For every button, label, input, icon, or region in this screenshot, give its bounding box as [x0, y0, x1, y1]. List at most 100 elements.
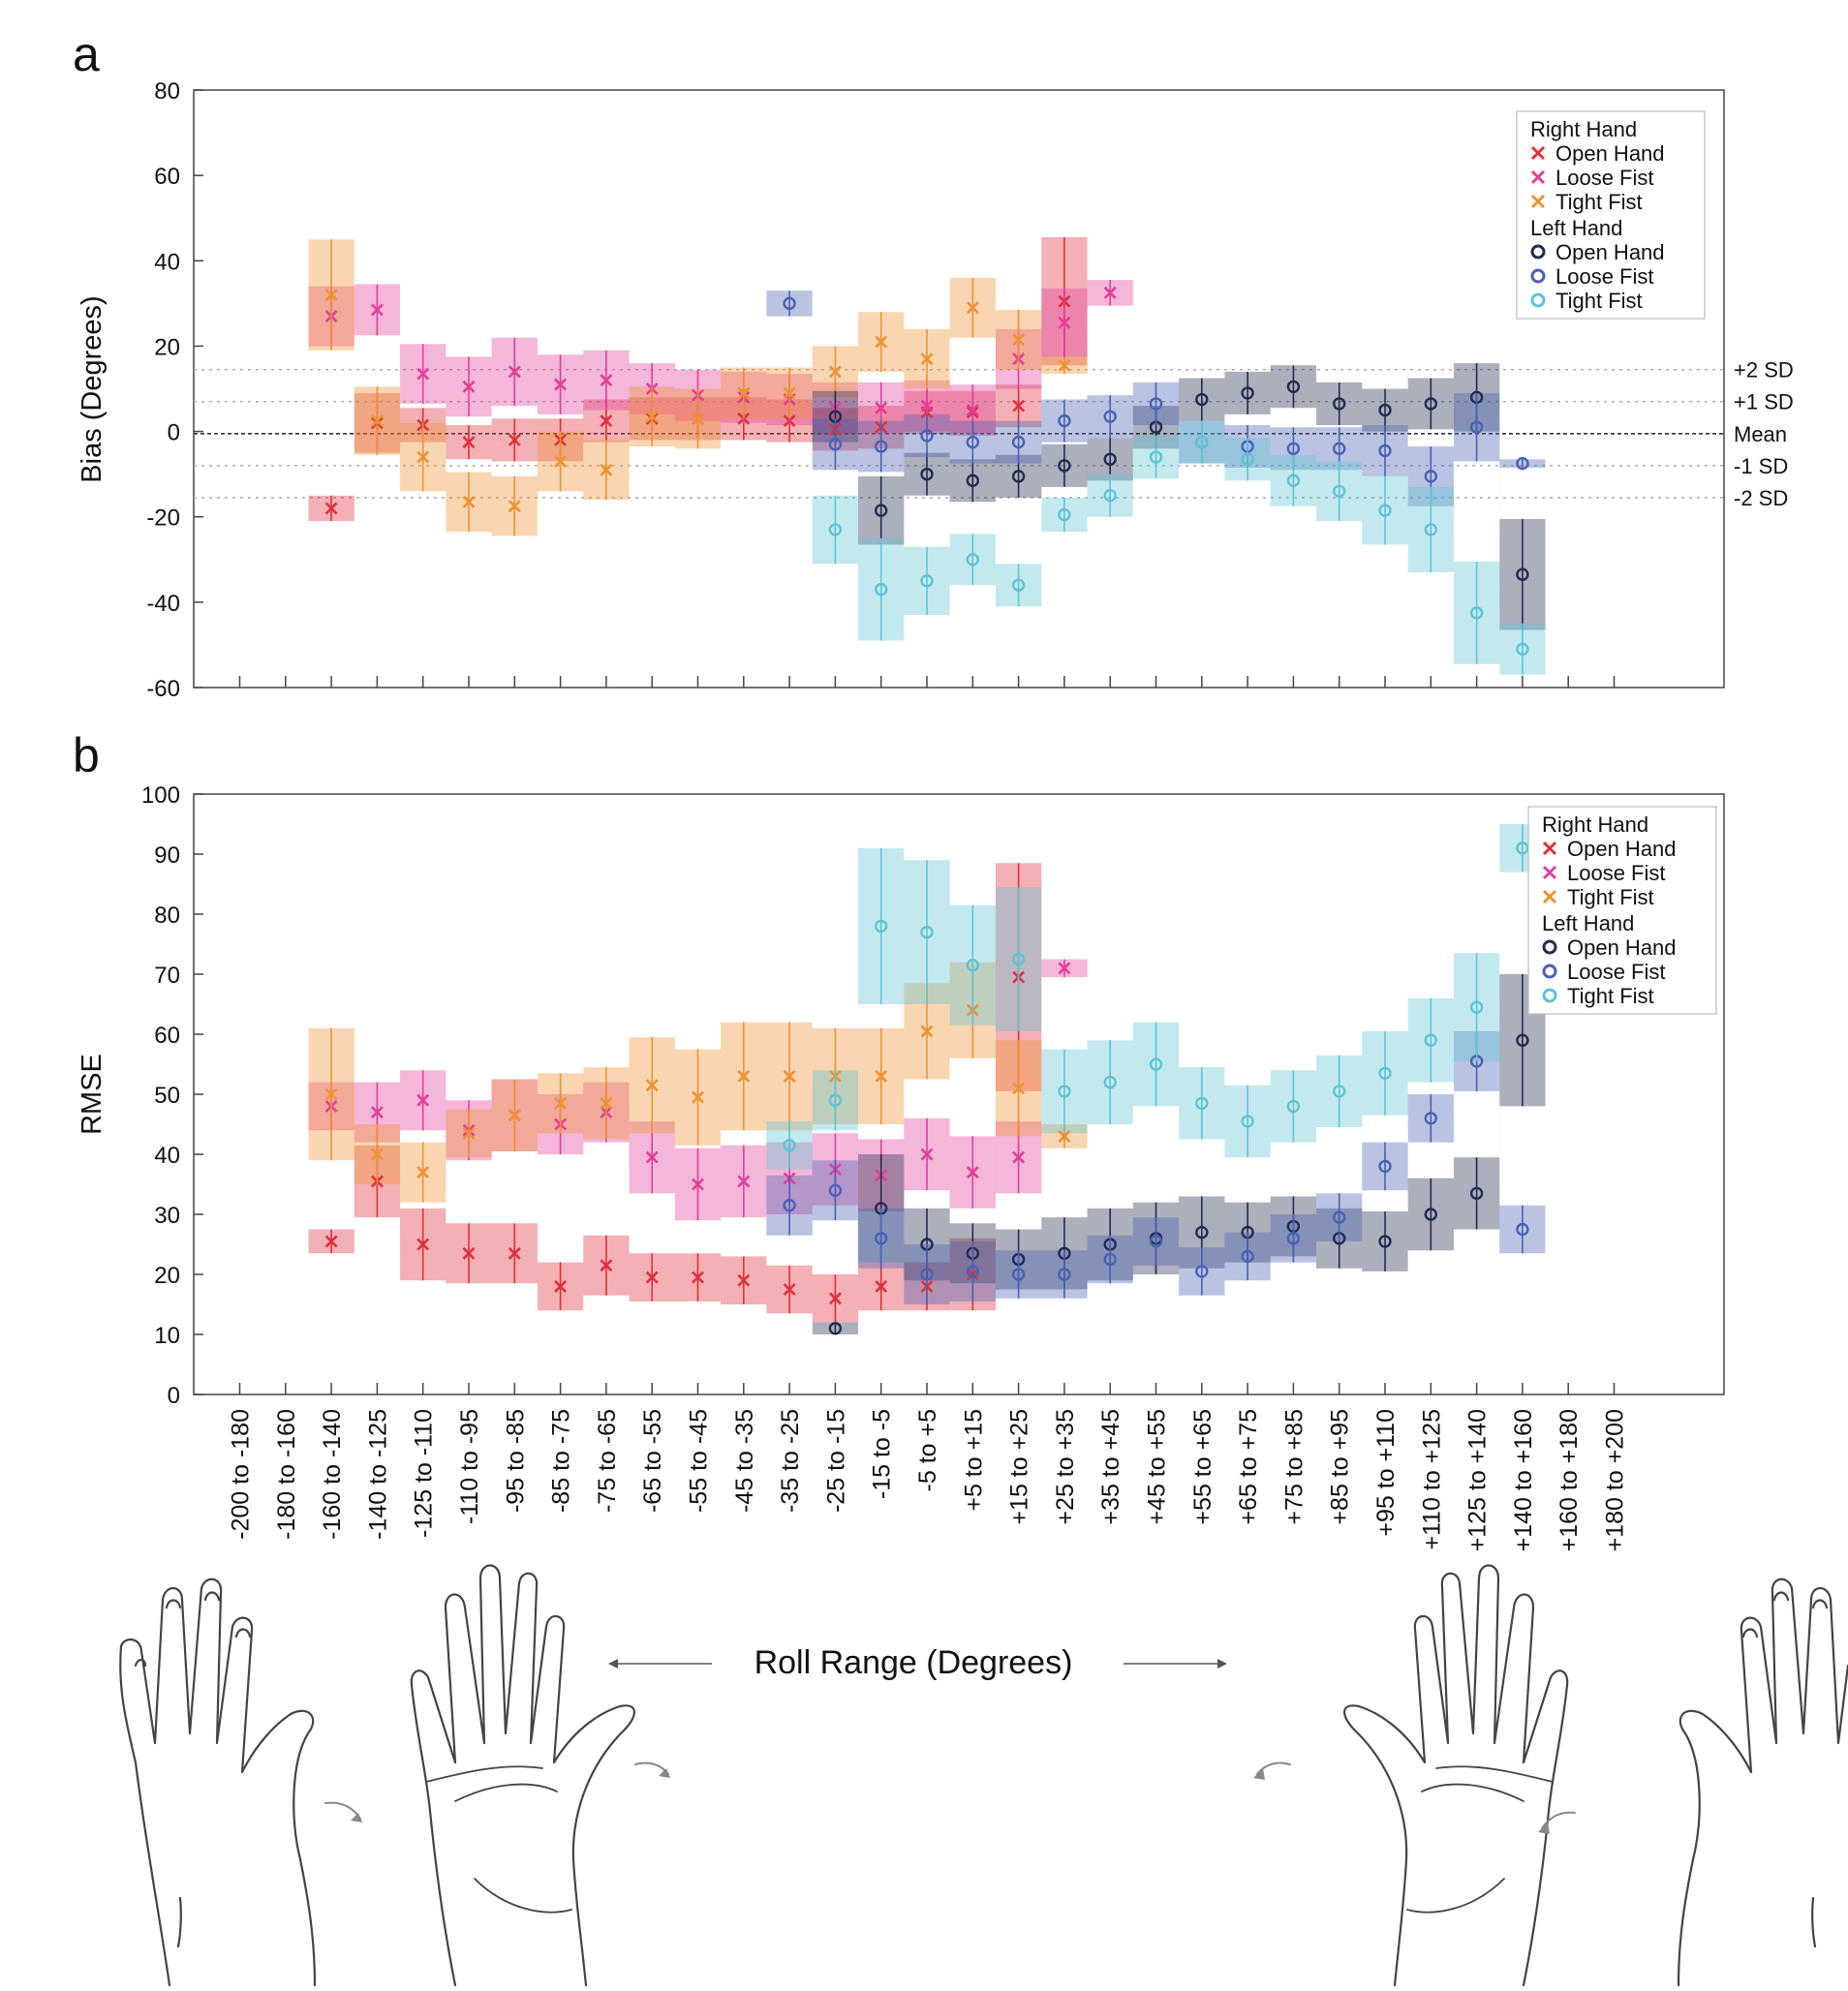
point-left-loose-fist — [920, 1268, 934, 1281]
point-right-tight-fist — [783, 386, 796, 400]
y-tick-label: 10 — [154, 1323, 180, 1349]
point-left-tight-fist — [1332, 484, 1346, 498]
category-label: -180 to -160 — [273, 1409, 300, 1540]
point-left-tight-fist — [1195, 1096, 1209, 1111]
point-right-open-hand — [783, 1283, 796, 1296]
x-axis-label: Roll Range (Degrees) — [755, 1644, 1073, 1681]
category-label: +140 to +160 — [1510, 1409, 1537, 1551]
point-right-open-hand — [508, 433, 521, 446]
point-left-tight-fist — [920, 574, 934, 588]
legend-title-right-hand: Right Hand — [1530, 117, 1637, 141]
point-left-open-hand — [1516, 567, 1529, 581]
point-left-loose-fist — [1378, 1159, 1392, 1174]
point-right-tight-fist — [828, 365, 842, 379]
point-left-loose-fist — [1516, 1222, 1529, 1237]
band-left-open-hand — [812, 974, 1546, 1334]
legend-title-left-hand: Left Hand — [1530, 216, 1622, 240]
point-right-open-hand — [875, 1279, 888, 1293]
right-arrow-head — [1217, 1659, 1227, 1669]
band-right-open-hand — [308, 863, 1042, 1323]
point-right-tight-fist — [692, 412, 704, 425]
point-right-open-hand — [462, 1246, 476, 1260]
legend-marker-right-open-hand — [1542, 841, 1557, 856]
legend-entry-left-open-hand: Open Hand — [1555, 240, 1665, 264]
legend-marker-right-loose-fist — [1530, 169, 1546, 185]
point-left-loose-fist — [828, 438, 843, 451]
point-left-loose-fist — [1424, 470, 1438, 483]
point-right-loose-fist — [645, 1150, 659, 1164]
point-left-tight-fist — [1011, 578, 1026, 592]
point-right-open-hand — [828, 1292, 842, 1305]
legend-entry-left-tight-fist: Tight Fist — [1555, 289, 1643, 313]
legend-box — [1516, 110, 1706, 320]
category-label: -65 to -55 — [639, 1409, 666, 1513]
legend-marker-left-tight-fist — [1542, 988, 1557, 1003]
point-right-tight-fist — [645, 410, 659, 423]
point-right-loose-fist — [508, 365, 521, 379]
bias-plot-frame — [193, 89, 1725, 689]
point-right-tight-fist — [324, 1087, 338, 1101]
point-right-open-hand — [1012, 399, 1026, 413]
point-left-tight-fist — [1241, 452, 1254, 466]
y-tick-label: 80 — [154, 78, 180, 105]
point-left-tight-fist — [828, 523, 843, 536]
point-left-loose-fist — [1058, 414, 1071, 428]
category-label: -35 to -25 — [777, 1409, 804, 1513]
band-right-open-hand — [308, 237, 1088, 522]
legend-entry-left-open-hand: Open Hand — [1567, 935, 1677, 960]
category-label: +25 to +35 — [1052, 1409, 1079, 1525]
point-right-open-hand — [600, 1259, 613, 1272]
y-tick-label: -60 — [146, 676, 180, 702]
category-label: -15 to -5 — [869, 1409, 896, 1499]
category-label: +15 to +25 — [1006, 1409, 1033, 1525]
legend-entry-left-loose-fist: Loose Fist — [1555, 264, 1654, 289]
point-left-open-hand — [1011, 470, 1026, 483]
point-right-tight-fist — [600, 1096, 613, 1110]
point-left-open-hand — [1058, 459, 1071, 473]
y-tick-label: -40 — [146, 591, 180, 617]
point-left-open-hand — [1378, 403, 1392, 417]
band-left-loose-fist — [766, 1030, 1546, 1304]
point-left-open-hand — [920, 467, 934, 481]
category-label: +65 to +75 — [1235, 1409, 1262, 1525]
legend-entry-right-tight-fist: Tight Fist — [1567, 885, 1654, 909]
point-left-open-hand — [1424, 1208, 1438, 1221]
point-left-loose-fist — [966, 435, 979, 449]
point-left-tight-fist — [1195, 435, 1209, 449]
point-left-tight-fist — [875, 582, 888, 597]
point-left-tight-fist — [1149, 1057, 1163, 1071]
point-right-tight-fist — [1058, 358, 1071, 372]
point-right-tight-fist — [875, 1069, 888, 1083]
y-tick-label: 80 — [154, 903, 180, 929]
point-left-loose-fist — [1011, 435, 1026, 449]
legend-title-right-hand: Right Hand — [1542, 812, 1648, 837]
y-tick-label: 90 — [154, 842, 180, 869]
legend-marker-right-tight-fist — [1530, 194, 1546, 209]
point-left-tight-fist — [1424, 523, 1438, 536]
point-right-loose-fist — [1103, 286, 1117, 299]
point-left-loose-fist — [1469, 420, 1484, 434]
legend-marker-right-loose-fist — [1542, 865, 1557, 880]
point-right-loose-fist — [416, 1093, 430, 1107]
point-right-loose-fist — [920, 399, 934, 413]
point-left-tight-fist — [1378, 1066, 1392, 1081]
y-tick-label: -20 — [146, 505, 180, 532]
point-left-loose-fist — [875, 1232, 888, 1245]
legend-entry-left-loose-fist: Loose Fist — [1567, 960, 1666, 984]
panel-label-a: a — [73, 27, 100, 81]
category-label: +55 to +65 — [1189, 1409, 1217, 1525]
point-left-open-hand — [1103, 452, 1117, 466]
point-left-loose-fist — [1241, 1249, 1254, 1264]
category-label: +85 to +95 — [1327, 1409, 1354, 1525]
y-tick-label: 0 — [168, 420, 180, 446]
legend-title-left-hand: Left Hand — [1542, 911, 1634, 935]
point-left-loose-fist — [920, 429, 934, 443]
y-tick-label: 100 — [141, 782, 180, 809]
point-right-tight-fist — [920, 1025, 934, 1038]
point-left-open-hand — [1378, 1235, 1392, 1248]
point-left-open-hand — [1195, 1225, 1209, 1240]
category-label: -140 to -125 — [364, 1409, 391, 1540]
